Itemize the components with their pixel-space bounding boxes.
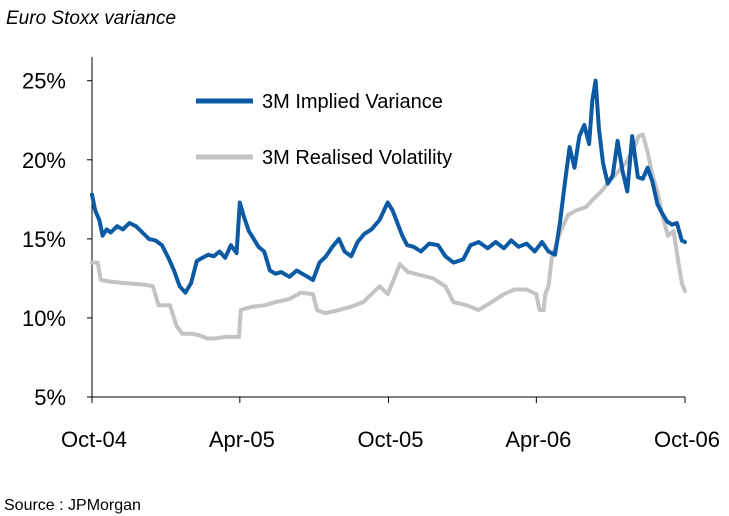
axes: 5% 10% 15% 20% 25% Oct-04 Apr-05 Oct-05 Apr-06 Oc… [22,57,720,452]
x-tick-label: Oct-04 [61,427,127,452]
y-tick-label: 20% [22,148,66,173]
chart-title: Euro Stoxx variance [6,8,177,29]
legend-label: 3M Implied Variance [262,91,443,113]
series-line-implied-variance [90,78,687,295]
x-tick-label: Oct-06 [654,427,720,452]
y-tick-label: 25% [22,69,66,94]
y-tick-label: 10% [22,306,66,331]
series-lines [90,78,687,341]
series-line-realised-volatility [90,132,687,341]
y-tick-label: 5% [34,385,66,410]
legend-label: 3M Realised Volatility [262,147,452,169]
legend: 3M Implied Variance 3M Realised Volatilit… [196,91,452,169]
x-tick-label: Apr-06 [505,427,571,452]
x-tick-label: Apr-05 [209,427,275,452]
source-note: Source : JPMorgan [4,497,141,514]
x-tick-label: Oct-05 [357,427,423,452]
y-tick-label: 15% [22,227,66,252]
